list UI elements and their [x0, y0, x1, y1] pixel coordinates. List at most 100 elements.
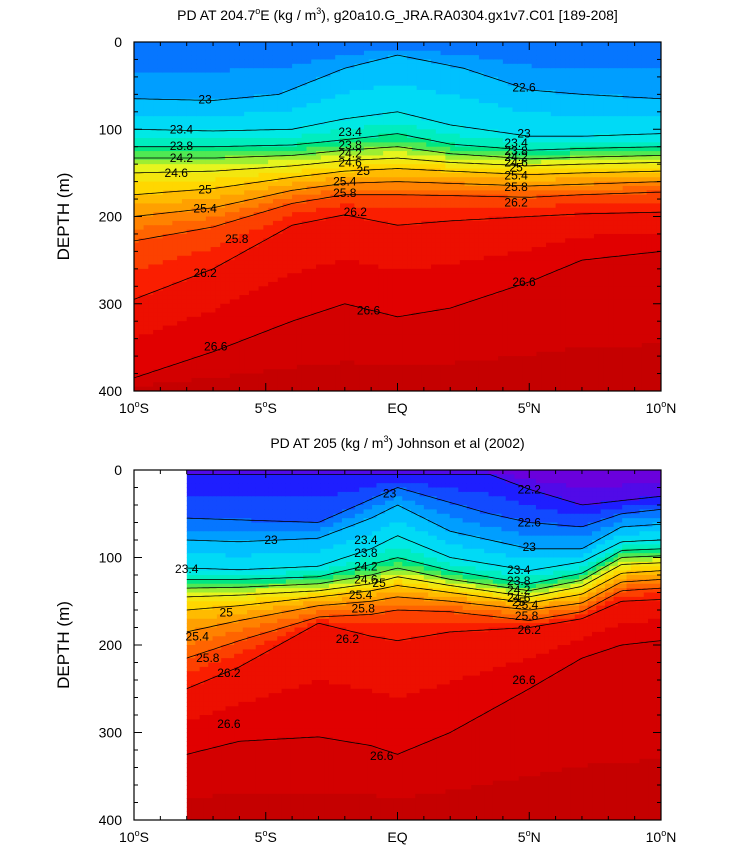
density-cell [205, 386, 212, 391]
density-cell [162, 347, 169, 353]
density-cell [196, 216, 202, 222]
density-cell [134, 308, 140, 314]
density-cell [138, 360, 145, 366]
density-cell [397, 111, 403, 117]
density-cell [167, 364, 173, 370]
density-cell [340, 42, 346, 47]
density-cell [287, 81, 293, 87]
density-cell [205, 142, 212, 148]
density-cell [306, 76, 312, 82]
density-cell [215, 116, 221, 122]
density-cell [383, 124, 389, 130]
density-cell [378, 277, 384, 283]
density-cell [143, 299, 149, 305]
density-cell [239, 373, 245, 379]
density-cell [244, 382, 250, 388]
density-cell [282, 242, 288, 248]
density-cell [277, 334, 284, 340]
density-cell [316, 347, 322, 353]
density-cell [344, 98, 351, 104]
density-cell [354, 343, 360, 348]
density-cell [239, 133, 245, 139]
density-cell [407, 46, 413, 52]
density-cell [162, 290, 169, 296]
density-cell [181, 168, 188, 174]
density-cell [421, 76, 427, 82]
density-cell [167, 103, 173, 109]
density-cell [416, 377, 423, 383]
density-cell [153, 321, 159, 327]
density-cell [363, 369, 370, 375]
density-cell [287, 177, 293, 183]
density-cell [282, 360, 288, 366]
density-cell [167, 277, 173, 283]
density-cell [282, 382, 288, 388]
density-cell [205, 220, 212, 226]
density-cell [201, 146, 207, 152]
density-cell [359, 281, 365, 287]
density-cell [244, 220, 250, 226]
density-cell [311, 116, 317, 122]
density-cell [153, 94, 159, 100]
density-cell [402, 260, 408, 266]
density-cell [239, 386, 245, 391]
density-cell [387, 72, 394, 78]
density-cell [402, 185, 408, 191]
density-cell [220, 94, 226, 100]
density-cell [407, 164, 413, 170]
density-cell [215, 129, 221, 135]
density-cell [368, 303, 375, 309]
density-cell [143, 303, 149, 309]
density-cell [287, 98, 293, 104]
density-cell [177, 124, 183, 130]
density-cell [383, 185, 389, 191]
density-cell [153, 377, 159, 383]
density-cell [344, 343, 351, 348]
density-cell [134, 129, 140, 135]
density-cell [335, 177, 341, 183]
density-cell [205, 347, 212, 353]
density-cell [181, 286, 188, 292]
density-cell [392, 303, 399, 309]
density-cell [162, 229, 169, 235]
density-cell [143, 338, 149, 344]
density-cell [349, 356, 355, 362]
density-cell [330, 76, 336, 82]
density-cell [392, 216, 399, 222]
density-cell [330, 295, 336, 300]
density-cell [344, 334, 351, 340]
density-cell [335, 124, 341, 130]
density-cell [162, 177, 169, 183]
density-cell [354, 260, 360, 266]
density-cell [335, 168, 341, 174]
density-cell [397, 72, 403, 78]
density-cell [330, 185, 336, 191]
density-cell [134, 103, 140, 109]
density-cell [354, 386, 360, 391]
density-cell [157, 107, 164, 113]
density-cell [248, 233, 255, 239]
density-cell [205, 129, 212, 135]
density-cell [330, 168, 336, 174]
density-cell [363, 151, 370, 157]
density-cell [363, 264, 370, 270]
density-cell [325, 238, 332, 244]
density-cell [383, 116, 389, 122]
density-cell [383, 347, 389, 353]
density-cell [143, 220, 149, 226]
density-cell [258, 369, 264, 375]
density-cell [191, 273, 197, 279]
density-cell [172, 168, 178, 174]
density-cell [186, 133, 193, 139]
density-cell [392, 351, 399, 357]
density-cell [181, 260, 188, 266]
density-cell [354, 103, 360, 109]
density-cell [157, 216, 164, 222]
density-cell [320, 295, 327, 300]
density-cell [239, 159, 245, 165]
density-cell [316, 356, 322, 362]
density-cell [407, 68, 413, 74]
density-cell [344, 247, 351, 252]
density-cell [411, 129, 418, 135]
density-cell [244, 190, 250, 196]
